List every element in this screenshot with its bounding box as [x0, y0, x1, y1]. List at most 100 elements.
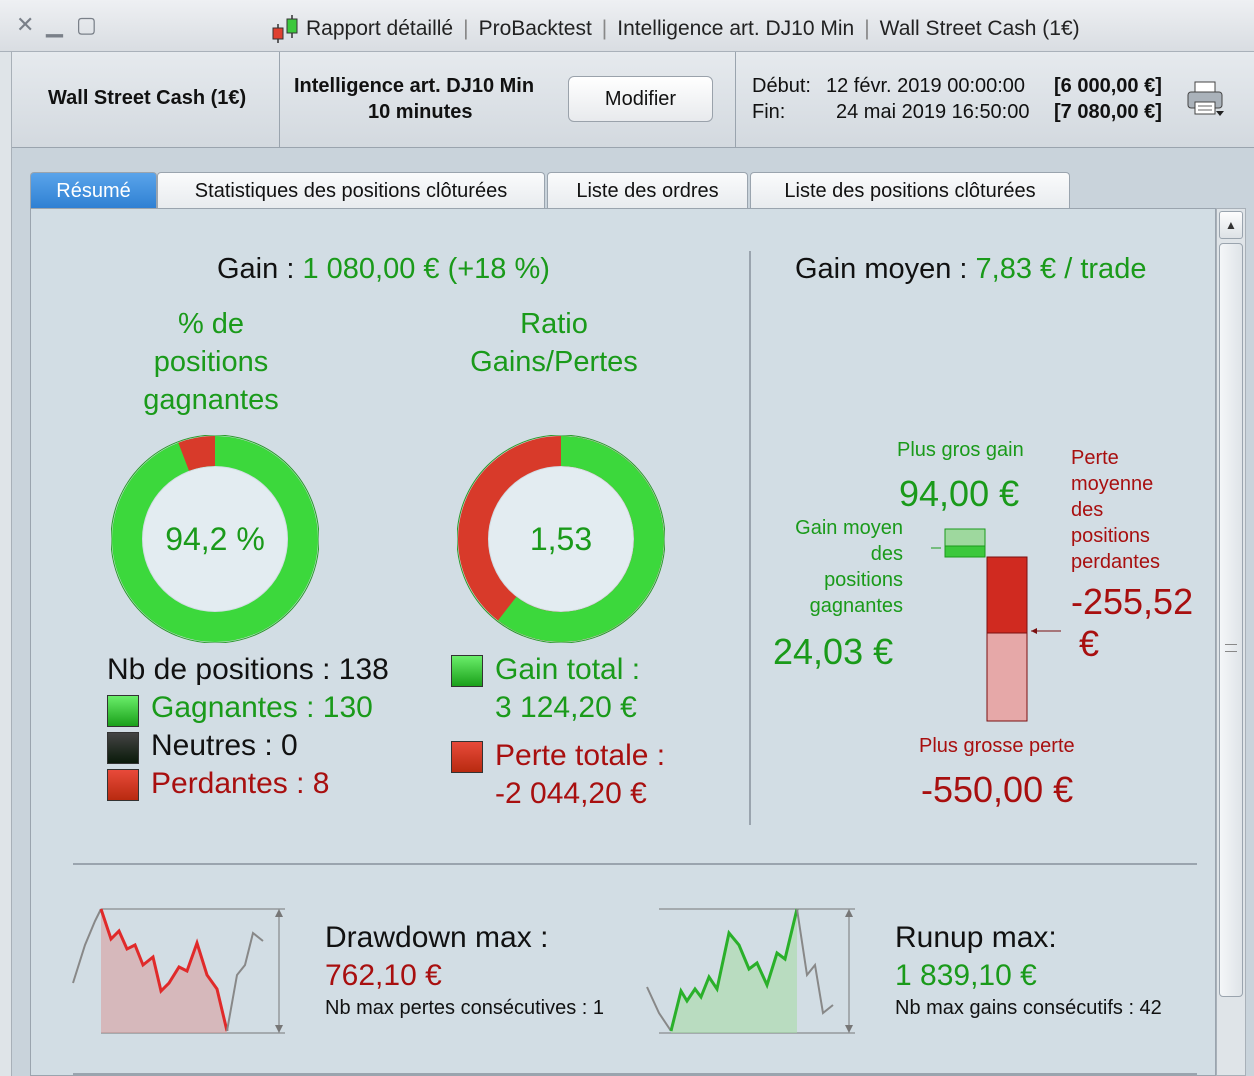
- strategy-cell: Intelligence art. DJ10 Min 10 minutes: [280, 52, 736, 148]
- max-gain-label: Plus gros gain: [897, 439, 1024, 461]
- runup-pre-line: [646, 986, 672, 1032]
- bottom-divider: [73, 1073, 1197, 1075]
- horizontal-divider: [73, 863, 1197, 865]
- title-bar: ✕ ▁ ▢ Rapport détaillé | ProBacktest | I…: [0, 0, 1254, 52]
- ratio-center: [489, 467, 633, 611]
- avg-loss-bar: [986, 556, 1028, 634]
- maximize-icon[interactable]: ▢: [76, 12, 97, 37]
- neutral-count: Neutres : 0: [151, 729, 298, 762]
- ratio-donut: [457, 435, 665, 643]
- runup-line: [669, 908, 799, 1032]
- gain-label: Gain :: [217, 253, 295, 285]
- winning-pct-title: % de positions gagnantes: [111, 305, 311, 419]
- sparkline-arrow-down: [845, 1025, 853, 1033]
- start-capital: [6 000,00 €]: [1054, 75, 1162, 97]
- minimize-icon[interactable]: ▁: [46, 12, 63, 37]
- candlestick-icon: [270, 14, 302, 44]
- runup-post-line: [796, 908, 834, 1015]
- winning-pct-title-line: positions: [153, 346, 269, 378]
- avg-win-value: 24,03 €: [773, 631, 894, 672]
- gain-line: Gain : 1 080,00 € (+18 %): [217, 253, 550, 286]
- avg-loss-value: -255,52 €: [1071, 581, 1193, 665]
- sparkline-arrow-up: [275, 909, 283, 917]
- strategy-name: Intelligence art. DJ10 Min: [294, 75, 535, 97]
- modify-button[interactable]: Modifier: [568, 76, 713, 122]
- drawdown-sparkline: [72, 908, 285, 1034]
- tab-statistiques[interactable]: Statistiques des positions clôturées: [157, 172, 545, 209]
- close-icon[interactable]: ✕: [16, 12, 35, 37]
- title-part-report: Rapport détaillé: [306, 17, 454, 40]
- max-loss-bar: [986, 632, 1028, 722]
- avg-win-label-line: positions: [824, 569, 903, 591]
- avg-gain-line: Gain moyen : 7,83 € / trade: [795, 253, 1146, 286]
- nb-positions: Nb de positions : 138: [107, 653, 389, 686]
- end-label: Fin:: [752, 101, 786, 123]
- donut-center: [143, 467, 287, 611]
- sparkline-arrow-up: [845, 909, 853, 917]
- start-date: 12 févr. 2019 00:00:00: [826, 75, 1026, 97]
- start-label: Début:: [752, 75, 811, 97]
- title-part-instrument: Wall Street Cash (1€): [879, 17, 1080, 40]
- drawdown-post-line: [226, 931, 264, 1032]
- avg-loss-label-line: positions: [1071, 525, 1150, 547]
- drawdown-value: 762,10 €: [325, 959, 442, 992]
- tab-resume[interactable]: Résumé: [30, 172, 157, 209]
- sparkline-arrow-down: [275, 1025, 283, 1033]
- timeframe: 10 minutes: [368, 101, 473, 123]
- ratio-title: Ratio Gains/Pertes: [449, 305, 659, 381]
- summary-panel: Gain : 1 080,00 € (+18 %) % de positions…: [30, 208, 1216, 1076]
- tab-liste-ordres[interactable]: Liste des ordres: [547, 172, 748, 209]
- scroll-up-arrow-icon[interactable]: ▲: [1219, 211, 1243, 239]
- scroll-thumb[interactable]: [1219, 243, 1243, 997]
- avg-loss-label-line: Perte: [1071, 447, 1119, 469]
- winning-count: Gagnantes : 130: [151, 691, 373, 724]
- end-capital: [7 080,00 €]: [1054, 101, 1162, 123]
- runup-sparkline: [646, 908, 855, 1034]
- instrument-name: Wall Street Cash (1€): [48, 87, 247, 109]
- avg-loss-value-line: €: [1079, 623, 1100, 664]
- ratio-title-line: Gains/Pertes: [470, 346, 638, 378]
- avg-loss-label: Perte moyenne des positions perdantes: [1071, 445, 1160, 575]
- runup-title: Runup max:: [895, 921, 1057, 954]
- donut-loss-segment: [112, 436, 318, 642]
- gain-total-value: 3 124,20 €: [495, 691, 637, 724]
- avg-loss-label-line: perdantes: [1071, 551, 1160, 573]
- avg-gain-bar: [944, 545, 986, 558]
- winning-pct-title-line: % de: [177, 308, 245, 340]
- report-header: Wall Street Cash (1€) Intelligence art. …: [12, 52, 1254, 148]
- avg-win-label-line: gagnantes: [809, 595, 903, 617]
- section-divider: [749, 251, 751, 825]
- avg-win-label-line: des: [870, 543, 903, 565]
- avg-loss-value-line: -255,52: [1071, 581, 1194, 622]
- losing-count: Perdantes : 8: [151, 767, 330, 800]
- ratio-title-line: Ratio: [520, 308, 588, 340]
- left-window-edge: [0, 52, 12, 1076]
- print-icon[interactable]: [1186, 80, 1226, 123]
- drawdown-pre-line: [72, 908, 102, 984]
- window-title: Rapport détaillé | ProBacktest | Intelli…: [270, 14, 1080, 44]
- avg-gain-label: Gain moyen :: [795, 253, 968, 285]
- winning-pct-value: 94,2 %: [165, 521, 265, 557]
- ratio-value: 1,53: [529, 521, 593, 557]
- title-part-strategy: Intelligence art. DJ10 Min: [617, 17, 855, 40]
- avg-win-label: Gain moyen des positions gagnantes: [731, 515, 903, 619]
- winning-pct-title-line: gagnantes: [143, 384, 279, 416]
- drawdown-consec: Nb max pertes consécutives : 1: [325, 997, 605, 1019]
- losing-legend-swatch: [107, 769, 139, 801]
- gain-loss-bars: [931, 528, 1061, 722]
- tab-liste-positions[interactable]: Liste des positions clôturées: [750, 172, 1070, 209]
- instrument-cell: Wall Street Cash (1€): [12, 52, 280, 148]
- perte-totale-value: -2 044,20 €: [495, 777, 647, 810]
- gain-total-swatch: [451, 655, 483, 687]
- avg-loss-label-line: moyenne: [1071, 473, 1154, 495]
- vertical-scrollbar[interactable]: ▲: [1216, 208, 1246, 1076]
- scroll-grip-icon: [1225, 644, 1237, 652]
- avg-gain-value: 7,83 € / trade: [975, 253, 1147, 285]
- runup-consec: Nb max gains consécutifs : 42: [895, 997, 1162, 1019]
- title-part-app: ProBacktest: [478, 17, 592, 40]
- avg-loss-pointer-head: [1031, 628, 1037, 634]
- max-gain-value: 94,00 €: [899, 473, 1020, 514]
- avg-loss-label-line: des: [1071, 499, 1104, 521]
- ratio-gain-segment: [458, 436, 664, 642]
- winning-legend-swatch: [107, 695, 139, 727]
